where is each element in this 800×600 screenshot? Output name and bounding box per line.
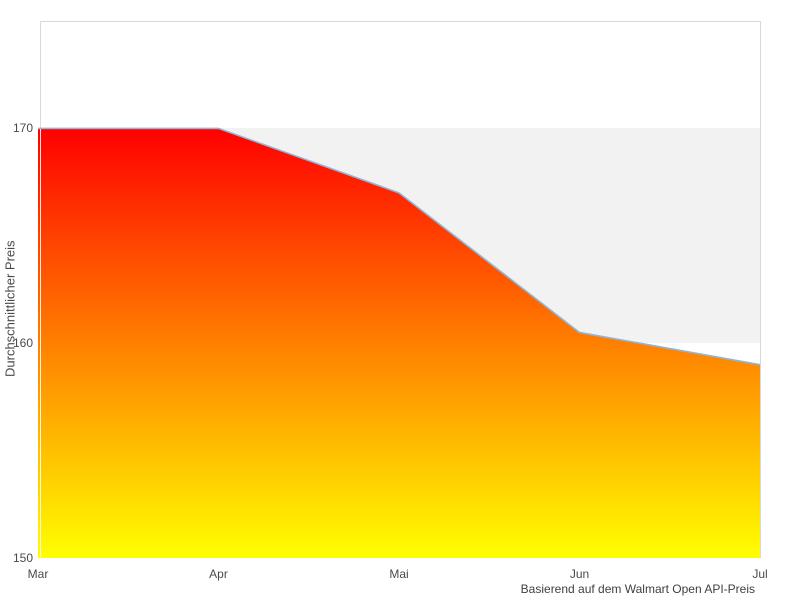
x-tick-label: Jul: [752, 567, 768, 581]
y-tick-label: 160: [12, 336, 33, 351]
y-tick-label: 170: [12, 121, 33, 136]
x-tick-label: Mar: [27, 567, 49, 581]
source-caption: Basierend auf dem Walmart Open API-Preis: [520, 582, 755, 596]
x-tick-label: Apr: [209, 567, 228, 581]
y-axis-line: [40, 129, 41, 557]
price-line: [38, 127, 761, 366]
x-tick-label: Jun: [569, 567, 590, 581]
y-tick-label: 150: [12, 551, 33, 565]
price-area: [38, 128, 760, 558]
x-tick-label: Mai: [389, 567, 409, 581]
